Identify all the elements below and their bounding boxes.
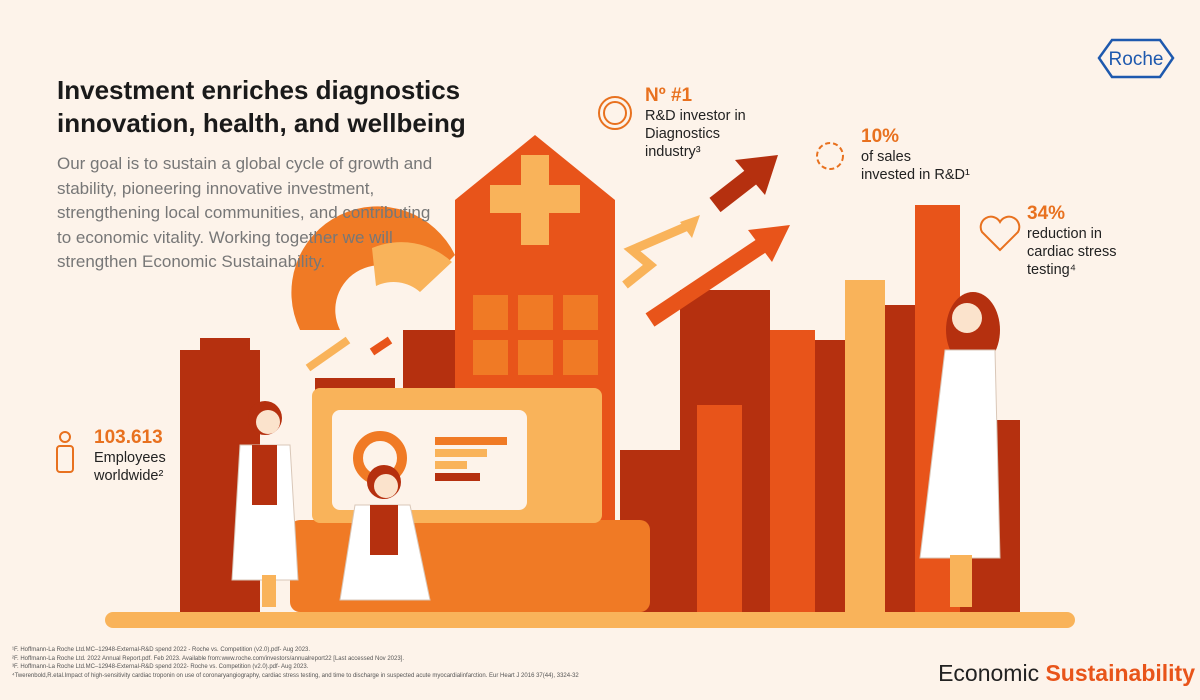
arrow [622, 220, 692, 289]
footer: Economic Sustainability [938, 660, 1195, 687]
stat-label: testing⁴ [1027, 262, 1076, 278]
title-line: Investment enriches diagnostics [57, 75, 461, 105]
donut [291, 206, 455, 330]
footnote: ⁴Twerenbold,R.etal.Impact of high-sensit… [12, 672, 579, 679]
footnote: ³F. Hoffmann-La Roche Ltd.MC–12948-Exter… [12, 664, 309, 670]
stat-label: industry³ [645, 144, 701, 160]
logo-frame [1097, 38, 1175, 79]
body-line: strengthening local communities, and con… [57, 203, 431, 222]
stat-label: cardiac stress [1027, 244, 1117, 260]
icon [979, 215, 1021, 252]
stat: Nº #1 R&D investor in Diagnostics indust… [645, 85, 746, 161]
stat: 103.613 Employees worldwide² [94, 427, 166, 485]
body-line: strengthen Economic Sustainability. [57, 252, 326, 271]
stat-value: 10% [861, 126, 900, 147]
title-line: innovation, health, and wellbeing [57, 108, 466, 138]
arrow [680, 215, 700, 238]
icon [598, 96, 632, 130]
title: Investment enriches diagnostics innovati… [57, 74, 466, 140]
stat-label: worldwide² [94, 468, 164, 484]
screen-bar [435, 461, 467, 469]
windows [473, 295, 598, 375]
footer-text: Sustainability [1045, 660, 1195, 686]
bar-shape [697, 405, 742, 612]
arrow [735, 155, 778, 195]
body: Our goal is to sustain a global cycle of… [57, 152, 432, 275]
stat-label: reduction in [1027, 226, 1102, 242]
person [231, 401, 299, 607]
icon [816, 142, 844, 170]
bar-shape [770, 330, 815, 612]
donut [372, 242, 452, 292]
bar-shape [845, 280, 885, 612]
stat-value: Nº #1 [645, 85, 693, 106]
footnote: ²F. Hoffmann-La Roche Ltd. 2022 Annual R… [12, 655, 405, 662]
arrow [305, 336, 351, 372]
stat-label: R&D investor in [645, 108, 746, 124]
floor [105, 612, 1075, 628]
bar-shape [885, 305, 915, 612]
footnote: ¹F. Hoffmann-La Roche Ltd.MC–12948-Exter… [12, 647, 311, 653]
stat-value: 103.613 [94, 427, 163, 448]
body-line: Our goal is to sustain a global cycle of… [57, 154, 433, 173]
cross [521, 155, 549, 245]
person [339, 465, 431, 601]
logo: Roche [1109, 49, 1164, 70]
stat-label: Employees [94, 450, 166, 466]
icon [56, 431, 74, 473]
arrow [369, 336, 393, 356]
arrow [748, 225, 790, 262]
footnotes: ¹F. Hoffmann-La Roche Ltd.MC–12948-Exter… [12, 646, 579, 680]
stat-label: invested in R&D¹ [861, 167, 970, 183]
body-line: stability, pioneering innovative investm… [57, 178, 375, 198]
stat: 10% of sales invested in R&D¹ [861, 126, 970, 184]
icon [603, 101, 627, 125]
body-line: to economic vitality. Working together w… [57, 227, 393, 247]
arrow [645, 233, 775, 327]
footer-text: Economic [938, 660, 1040, 686]
screen-bar [435, 437, 507, 445]
stat-value: 34% [1027, 203, 1066, 224]
bar-shape [815, 340, 845, 612]
screen-bar [435, 473, 480, 481]
screen-bar [435, 449, 487, 457]
stat-label: of sales [861, 149, 911, 165]
building [200, 338, 250, 352]
stat-label: Diagnostics [645, 126, 720, 142]
person [919, 292, 1001, 607]
stat: 34% reduction in cardiac stress testing⁴ [1027, 203, 1116, 279]
